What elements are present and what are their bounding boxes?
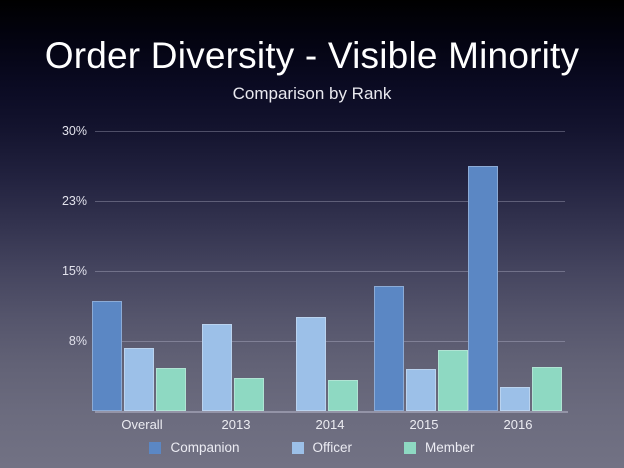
x-axis-baseline bbox=[95, 411, 568, 413]
page-title: Order Diversity - Visible Minority bbox=[44, 35, 580, 76]
legend-item-officer[interactable]: Officer bbox=[291, 440, 353, 456]
bar-companion[interactable] bbox=[468, 166, 498, 411]
x-axis-categories: Overall 2013 2014 2015 2016 bbox=[95, 416, 565, 436]
x-axis-category-label: 2016 bbox=[503, 417, 533, 432]
y-axis-tick-label: 15% bbox=[61, 264, 87, 278]
legend-swatch-icon bbox=[149, 442, 162, 454]
gridline bbox=[95, 271, 565, 272]
legend-label: Officer bbox=[312, 440, 353, 455]
title-block: Order Diversity - Visible Minority Compa… bbox=[0, 34, 624, 105]
bar-member[interactable] bbox=[532, 367, 562, 411]
y-axis-tick-label: 23% bbox=[61, 194, 87, 208]
y-axis-tick-label: 30% bbox=[61, 124, 87, 138]
bar-group bbox=[189, 131, 283, 411]
gridline bbox=[95, 201, 565, 202]
bar-officer[interactable] bbox=[202, 324, 232, 411]
bar-member[interactable] bbox=[156, 368, 186, 411]
bar-officer[interactable] bbox=[406, 369, 436, 411]
chart-legend: Companion Officer Member bbox=[0, 440, 624, 456]
legend-label: Companion bbox=[170, 440, 240, 455]
bar-companion[interactable] bbox=[374, 285, 404, 411]
legend-swatch-icon bbox=[404, 442, 417, 454]
legend-swatch-icon bbox=[291, 442, 304, 454]
bar-officer[interactable] bbox=[296, 316, 326, 411]
bar-member[interactable] bbox=[438, 350, 468, 411]
bar-group bbox=[283, 131, 377, 411]
chart-subtitle: Comparison by Rank bbox=[232, 84, 392, 103]
bar-member[interactable] bbox=[328, 380, 358, 411]
legend-item-companion[interactable]: Companion bbox=[149, 440, 240, 456]
x-axis-category-label: 2014 bbox=[315, 417, 345, 432]
bars-container bbox=[92, 131, 565, 411]
gridline bbox=[95, 341, 565, 342]
bar-group bbox=[92, 131, 189, 411]
bar-group bbox=[468, 131, 565, 411]
bar-officer[interactable] bbox=[124, 347, 154, 411]
legend-item-member[interactable]: Member bbox=[404, 440, 475, 456]
bar-companion[interactable] bbox=[92, 300, 122, 411]
x-axis-category-label: Overall bbox=[121, 417, 163, 432]
x-axis-category-label: 2013 bbox=[221, 417, 251, 432]
bar-group bbox=[374, 131, 471, 411]
bar-officer[interactable] bbox=[500, 386, 530, 411]
y-axis-tick-label: 8% bbox=[68, 334, 87, 348]
plot-gridlines bbox=[95, 131, 565, 411]
legend-label: Member bbox=[425, 440, 475, 455]
bar-member[interactable] bbox=[234, 378, 264, 411]
x-axis-category-label: 2015 bbox=[409, 417, 439, 432]
y-axis: 30% 23% 15% 8% bbox=[27, 124, 87, 411]
gridline bbox=[95, 131, 565, 132]
